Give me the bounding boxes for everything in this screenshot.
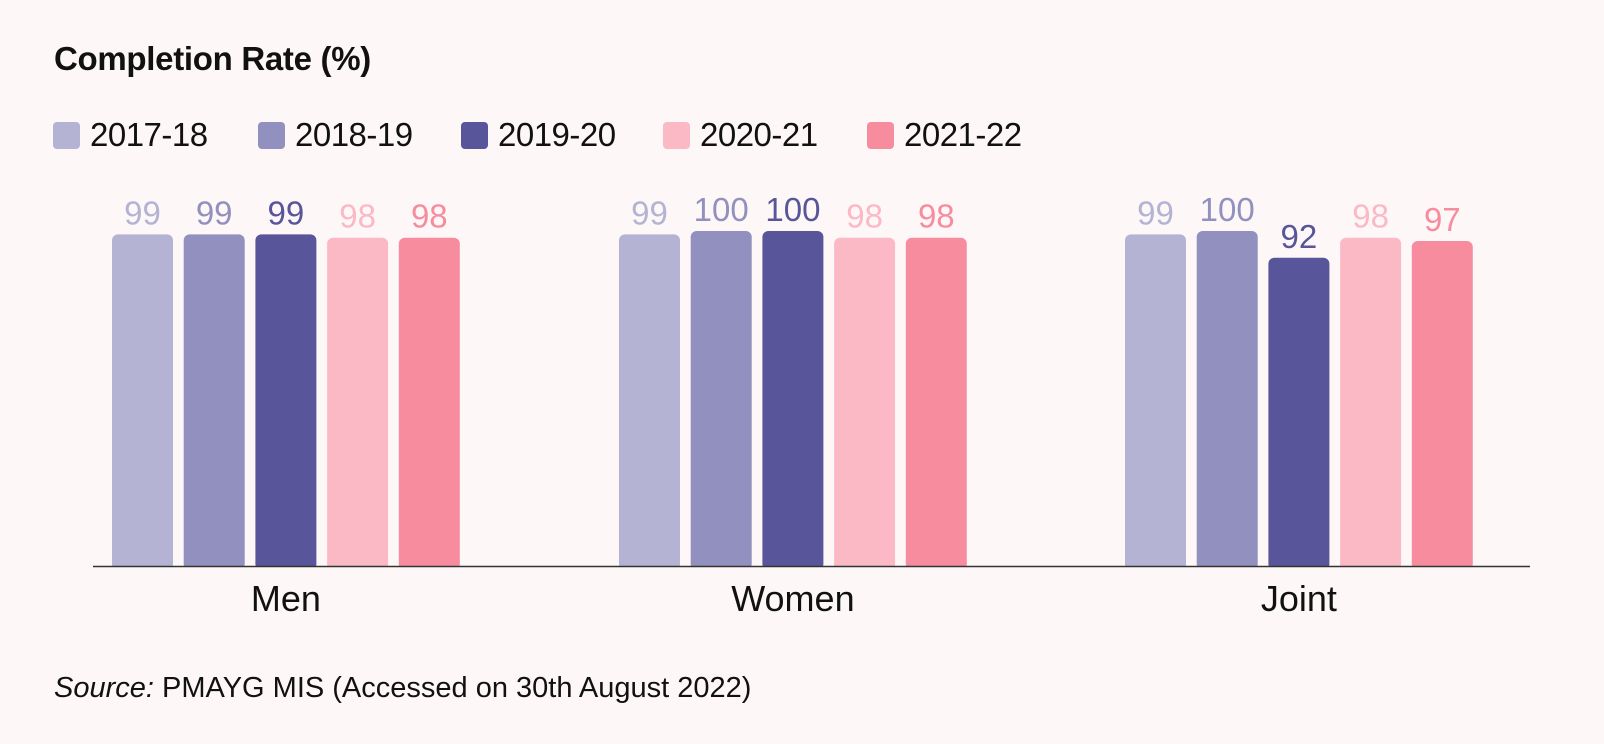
legend-swatch: [258, 121, 285, 149]
data-label: 99: [268, 194, 305, 231]
bar-men-2017-18: [112, 234, 173, 570]
data-label: 99: [124, 194, 161, 231]
source-note: Source: PMAYG MIS (Accessed on 30th Augu…: [54, 672, 751, 705]
source-label: Source:: [54, 672, 154, 704]
legend-swatch: [663, 121, 690, 149]
legend-label: 2017-18: [90, 116, 208, 153]
data-label: 100: [765, 191, 820, 228]
data-label: 99: [631, 194, 668, 231]
bar-women-2020-21: [834, 237, 896, 570]
legend-swatch: [461, 121, 488, 149]
legend-label: 2020-21: [700, 116, 818, 153]
legend-item-2020-21: 2020-21: [663, 113, 818, 157]
data-label: 100: [694, 191, 749, 228]
legend-label: 2021-22: [904, 116, 1022, 153]
legend-label: 2018-19: [295, 116, 413, 153]
legend-label: 2019-20: [498, 116, 616, 153]
bar-joint-2019-20: [1268, 257, 1330, 570]
category-label-women: Women: [731, 578, 854, 619]
legend-swatch: [53, 121, 80, 149]
data-label: 98: [411, 198, 448, 235]
category-label-joint: Joint: [1261, 578, 1337, 619]
legend-item-2017-18: 2017-18: [53, 113, 208, 157]
data-label: 99: [1137, 194, 1174, 231]
data-label: 99: [196, 194, 233, 231]
data-label: 92: [1281, 218, 1318, 255]
bar-men-2021-22: [398, 237, 460, 570]
bar-joint-2018-19: [1196, 231, 1258, 570]
bar-women-2019-20: [762, 231, 824, 570]
data-label: 98: [339, 198, 376, 235]
category-label-men: Men: [251, 578, 321, 619]
bar-men-2020-21: [327, 237, 389, 570]
source-text: PMAYG MIS (Accessed on 30th August 2022): [153, 672, 752, 704]
legend-item-2021-22: 2021-22: [867, 113, 1022, 157]
data-label: 98: [846, 198, 883, 235]
legend-item-2018-19: 2018-19: [258, 113, 413, 157]
bar-men-2019-20: [255, 234, 317, 570]
data-label: 98: [1352, 198, 1389, 235]
bar-joint-2017-18: [1125, 234, 1186, 570]
bar-joint-2021-22: [1411, 241, 1473, 571]
data-label: 97: [1424, 201, 1461, 238]
data-label: 98: [918, 198, 955, 235]
baseline-mask: [90, 566, 1530, 574]
bar-women-2018-19: [690, 231, 752, 570]
data-label: 100: [1200, 191, 1255, 228]
bar-women-2021-22: [905, 237, 967, 570]
bar-men-2018-19: [183, 234, 245, 570]
legend-item-2019-20: 2019-20: [461, 113, 616, 157]
chart-title: Completion Rate (%): [54, 40, 371, 77]
bar-joint-2020-21: [1340, 237, 1402, 570]
bar-women-2017-18: [619, 234, 680, 570]
legend-swatch: [867, 121, 894, 149]
bar-chart-plot: 99 99 99 98 98 99 100 100 98 98 99 100 92 98 97 Men Wome…: [90, 191, 1530, 619]
